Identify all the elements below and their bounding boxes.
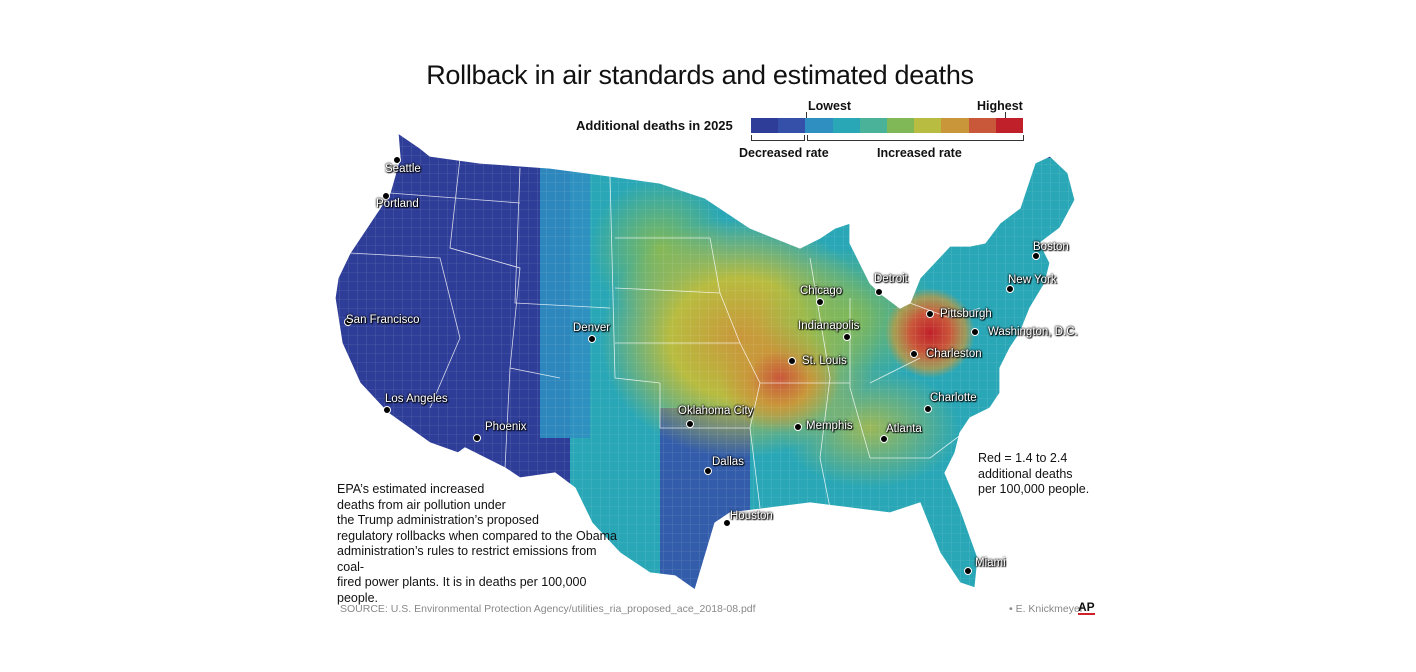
city-label: Detroit <box>874 273 908 285</box>
city-label: Seattle <box>385 163 421 175</box>
legend-label: Additional deaths in 2025 <box>576 118 733 133</box>
city-dot <box>971 328 979 336</box>
city-label: Los Angeles <box>385 393 448 405</box>
city-dot <box>875 288 883 296</box>
city-dot <box>344 318 352 326</box>
red-scale-note: Red = 1.4 to 2.4 additional deaths per 1… <box>978 451 1090 496</box>
city-label: Washington, D.C. <box>988 326 1078 338</box>
city-dot <box>588 335 596 343</box>
city-label: Chicago <box>800 285 843 297</box>
city-label: Denver <box>573 322 611 334</box>
city-label: Charlotte <box>930 392 977 404</box>
us-county-heatmap <box>334 131 1076 591</box>
legend-increased-label: Increased rate <box>877 146 962 160</box>
city-dot <box>393 156 401 164</box>
city-dot <box>383 406 391 414</box>
city-label: Miami <box>975 557 1006 569</box>
city-label: St. Louis <box>802 355 847 367</box>
legend-swatch <box>832 118 860 133</box>
city-dot <box>964 567 972 575</box>
city-dot <box>686 420 694 428</box>
city-label: San Francisco <box>346 314 420 326</box>
legend-swatch <box>995 118 1024 133</box>
city-dot <box>843 333 851 341</box>
city-dot <box>880 435 888 443</box>
city-label: Charleston <box>926 348 982 360</box>
legend-swatch <box>859 118 888 133</box>
city-dot <box>473 434 481 442</box>
legend-swatch <box>805 118 833 133</box>
legend-highest-label: Highest <box>977 99 1023 113</box>
city-label: Portland <box>376 198 419 210</box>
ap-logo: AP <box>1078 600 1095 615</box>
city-dot <box>1032 252 1040 260</box>
legend-highest-tick <box>1005 112 1006 120</box>
legend-lowest-tick <box>806 112 807 120</box>
city-label: Boston <box>1033 241 1069 253</box>
legend-swatch <box>778 118 806 133</box>
city-dot <box>788 357 796 365</box>
city-label: Memphis <box>806 420 853 432</box>
legend-swatch <box>751 118 779 133</box>
city-dot <box>723 519 731 527</box>
legend-swatch <box>887 118 915 133</box>
legend-lowest-label: Lowest <box>808 99 852 113</box>
city-label: Indianapolis <box>798 320 860 332</box>
legend-swatch <box>941 118 969 133</box>
decreased-bracket <box>751 135 805 141</box>
legend-decreased-label: Decreased rate <box>739 146 829 160</box>
source-line: SOURCE: U.S. Environmental Protection Ag… <box>340 603 756 615</box>
city-label: New York <box>1008 274 1057 286</box>
legend-swatch <box>968 118 996 133</box>
map-title: Rollback in air standards and estimated … <box>426 60 974 90</box>
legend-swatch <box>914 118 942 133</box>
city-dot <box>1006 285 1014 293</box>
city-label: Atlanta <box>886 423 922 435</box>
city-dot <box>382 192 390 200</box>
city-dot <box>926 310 934 318</box>
city-label: Oklahoma City <box>678 405 754 417</box>
city-label: Pittsburgh <box>940 308 992 320</box>
city-dot <box>816 298 824 306</box>
city-label: Dallas <box>712 456 744 468</box>
city-dot <box>910 350 918 358</box>
color-scale-bar <box>751 118 1024 133</box>
city-dot <box>704 467 712 475</box>
city-dot <box>924 405 932 413</box>
increased-bracket <box>807 135 1024 141</box>
city-label: Houston <box>730 510 773 522</box>
description-text: EPA’s estimated increased deaths from ai… <box>337 482 618 605</box>
city-label: Phoenix <box>485 421 527 433</box>
city-dot <box>794 423 802 431</box>
credit-line: • E. Knickmeyer <box>1009 603 1084 615</box>
